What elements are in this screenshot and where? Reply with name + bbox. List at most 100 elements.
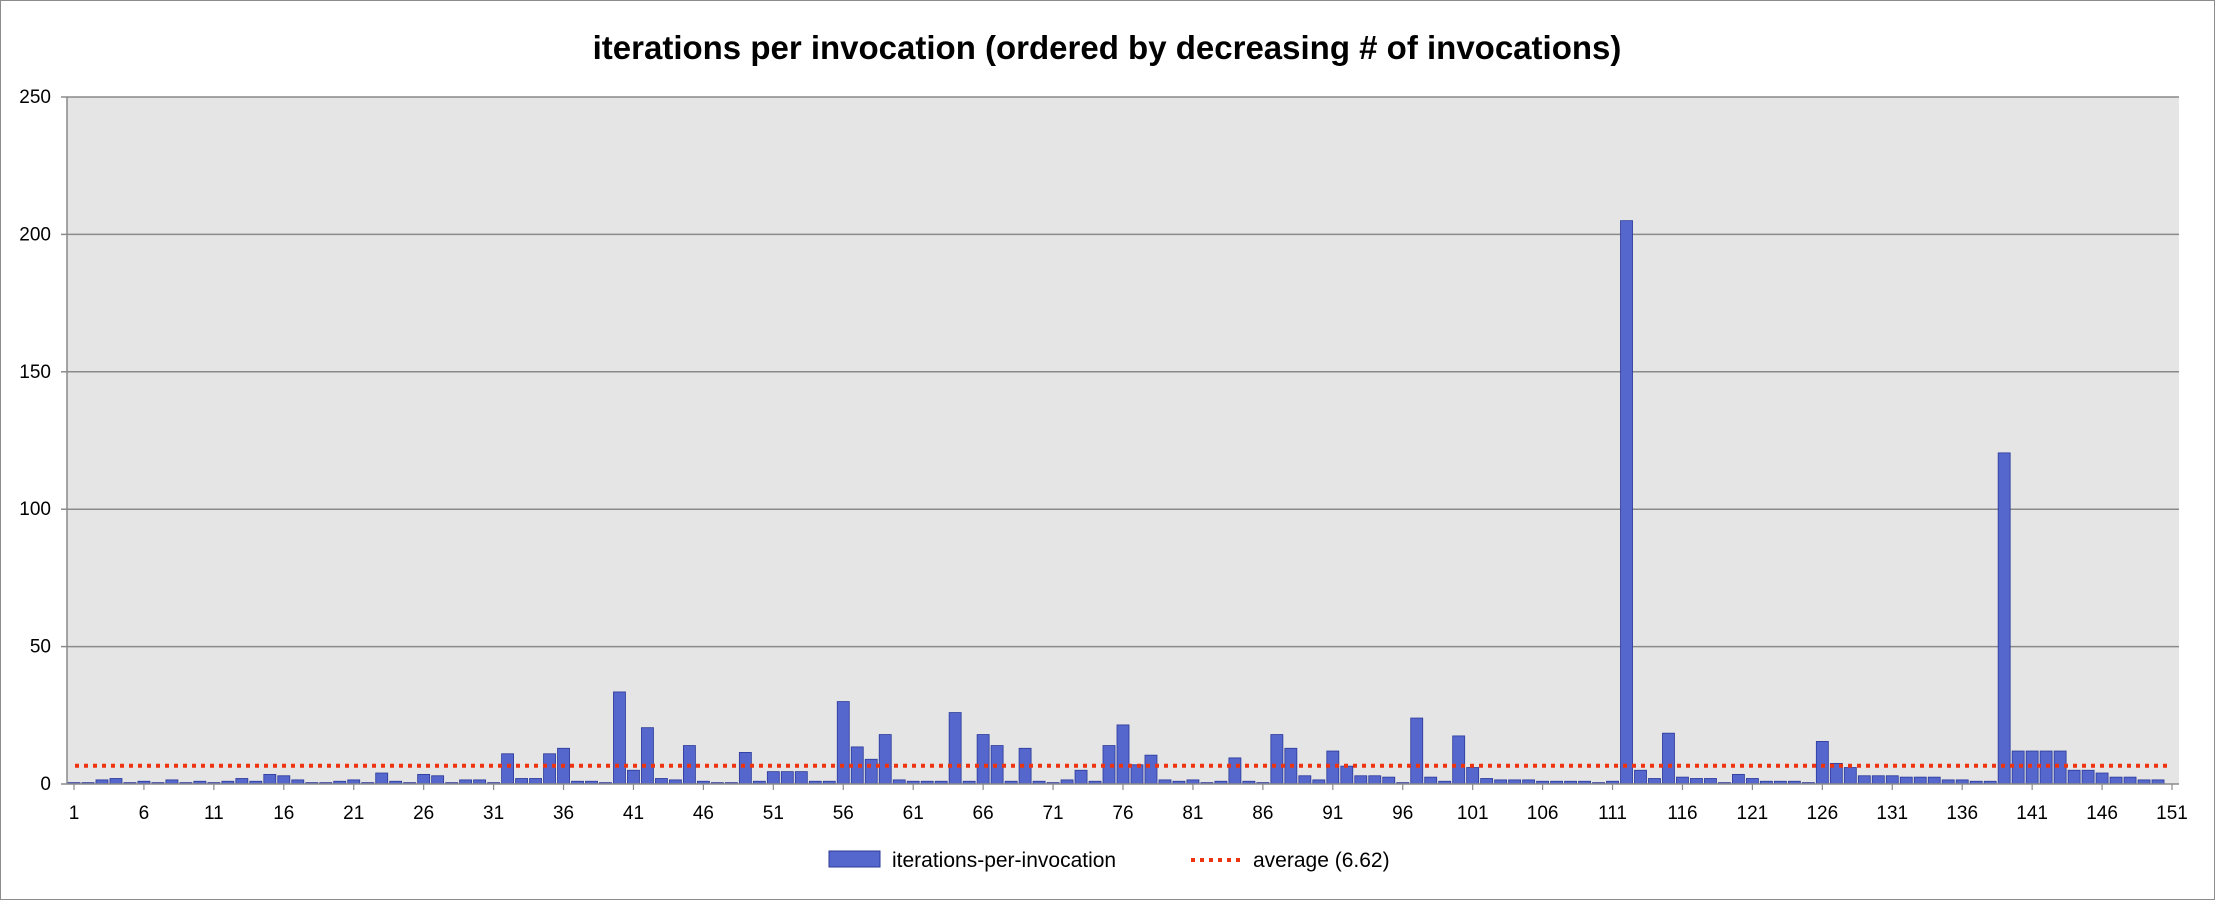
x-tick-label-81: 81 xyxy=(1182,803,1203,824)
bar-84 xyxy=(1228,757,1242,785)
bar-4 xyxy=(109,778,123,785)
bar-120 xyxy=(1732,773,1745,785)
bar-35 xyxy=(543,753,556,785)
x-tick-label-66: 66 xyxy=(973,803,994,824)
bar-93 xyxy=(1354,775,1368,785)
y-tick-label-200: 200 xyxy=(19,224,51,245)
bar-87 xyxy=(1270,734,1284,785)
legend-swatch-iterations xyxy=(828,850,881,868)
y-tick-label-50: 50 xyxy=(30,637,51,658)
bar-58 xyxy=(864,758,878,785)
x-tick-label-71: 71 xyxy=(1042,803,1063,824)
bar-26 xyxy=(417,773,431,785)
bar-41 xyxy=(627,769,640,785)
bar-95 xyxy=(1382,776,1396,785)
bar-49 xyxy=(738,752,752,785)
bar-141 xyxy=(2025,750,2039,785)
y-tick-label-0: 0 xyxy=(40,774,51,795)
bar-129 xyxy=(1857,775,1871,785)
bar-112 xyxy=(1620,220,1633,785)
x-tick-label-21: 21 xyxy=(343,803,364,824)
bar-16 xyxy=(277,775,291,785)
y-tick-label-250: 250 xyxy=(19,87,51,108)
bar-89 xyxy=(1298,775,1312,785)
x-tick-label-121: 121 xyxy=(1737,803,1769,824)
x-tick-label-1: 1 xyxy=(69,803,80,824)
x-tick-label-126: 126 xyxy=(1806,803,1838,824)
bar-40 xyxy=(613,691,626,785)
bar-114 xyxy=(1648,778,1661,785)
bar-118 xyxy=(1704,778,1717,785)
bar-43 xyxy=(655,778,668,785)
bar-59 xyxy=(878,734,892,785)
x-tick-label-56: 56 xyxy=(833,803,854,824)
bar-13 xyxy=(235,778,249,785)
plot-area xyxy=(67,97,2179,784)
bar-113 xyxy=(1634,769,1647,785)
y-tick-label-150: 150 xyxy=(19,362,51,383)
bar-144 xyxy=(2067,769,2081,785)
bar-145 xyxy=(2081,769,2095,785)
bar-52 xyxy=(780,771,794,785)
legend-label-average: average (6.62) xyxy=(1253,849,1390,872)
x-tick-label-36: 36 xyxy=(553,803,574,824)
bar-115 xyxy=(1662,732,1675,785)
bar-66 xyxy=(976,734,990,785)
bar-100 xyxy=(1452,735,1466,785)
bar-117 xyxy=(1690,778,1703,785)
bar-76 xyxy=(1116,724,1130,785)
bar-78 xyxy=(1144,754,1158,785)
bar-15 xyxy=(263,773,277,785)
bar-148 xyxy=(2123,776,2137,785)
x-tick-label-11: 11 xyxy=(204,803,224,824)
x-tick-label-136: 136 xyxy=(1946,803,1978,824)
bar-64 xyxy=(948,712,962,785)
x-tick-label-131: 131 xyxy=(1876,803,1908,824)
x-tick-label-51: 51 xyxy=(763,803,784,824)
x-tick-label-146: 146 xyxy=(2086,803,2118,824)
bar-97 xyxy=(1410,717,1424,785)
x-tick-label-106: 106 xyxy=(1527,803,1559,824)
x-tick-label-61: 61 xyxy=(903,803,924,824)
x-tick-label-141: 141 xyxy=(2016,803,2048,824)
bar-131 xyxy=(1885,775,1899,785)
bar-126 xyxy=(1815,741,1829,785)
bar-130 xyxy=(1871,775,1885,785)
legend: iterations-per-invocation average (6.62) xyxy=(828,849,1390,872)
bar-42 xyxy=(641,727,654,785)
x-tick-label-96: 96 xyxy=(1392,803,1413,824)
y-tick-label-100: 100 xyxy=(19,499,51,520)
chart-title: iterations per invocation (ordered by de… xyxy=(593,29,1622,66)
bar-121 xyxy=(1745,778,1759,785)
bar-56 xyxy=(836,701,850,785)
bar-116 xyxy=(1676,776,1689,785)
x-tick-label-41: 41 xyxy=(623,803,644,824)
bar-92 xyxy=(1340,765,1354,785)
bar-73 xyxy=(1074,769,1088,785)
bar-51 xyxy=(766,771,780,785)
x-tick-label-111: 111 xyxy=(1598,803,1627,824)
x-tick-label-91: 91 xyxy=(1322,803,1343,824)
bar-146 xyxy=(2095,772,2109,785)
bar-77 xyxy=(1130,764,1144,785)
x-tick-label-31: 31 xyxy=(483,803,504,824)
bar-27 xyxy=(431,775,445,785)
bar-102 xyxy=(1480,778,1494,785)
x-tick-label-116: 116 xyxy=(1667,803,1697,824)
bar-23 xyxy=(375,772,389,785)
bar-128 xyxy=(1843,767,1857,785)
bar-34 xyxy=(529,778,542,785)
bar-98 xyxy=(1424,776,1438,785)
bar-139 xyxy=(1997,452,2011,785)
bar-101 xyxy=(1466,767,1480,785)
bar-94 xyxy=(1368,775,1382,785)
legend-label-iterations: iterations-per-invocation xyxy=(892,849,1116,872)
bar-147 xyxy=(2109,776,2123,785)
x-tick-label-151: 151 xyxy=(2156,803,2188,824)
bar-53 xyxy=(794,771,808,785)
x-tick-label-76: 76 xyxy=(1112,803,1133,824)
bar-133 xyxy=(1913,776,1927,785)
bar-132 xyxy=(1899,776,1913,785)
